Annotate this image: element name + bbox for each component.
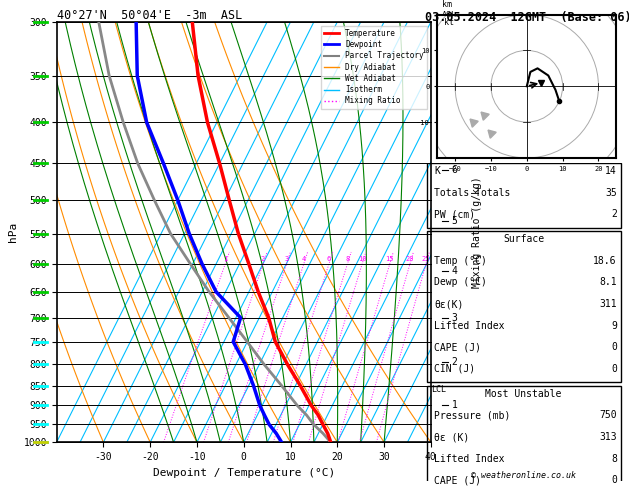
- Text: Dewp (°C): Dewp (°C): [435, 278, 487, 287]
- Text: CAPE (J): CAPE (J): [435, 342, 481, 352]
- Text: 8: 8: [611, 454, 617, 464]
- Text: 5: 5: [452, 216, 457, 226]
- Text: θε(K): θε(K): [435, 299, 464, 309]
- Text: kt: kt: [444, 18, 454, 27]
- Text: CIN (J): CIN (J): [435, 364, 476, 374]
- Text: PW (cm): PW (cm): [435, 209, 476, 219]
- Text: LCL: LCL: [431, 385, 447, 394]
- Text: θε (K): θε (K): [435, 432, 470, 442]
- Text: 10: 10: [358, 256, 367, 262]
- Text: © weatheronline.co.uk: © weatheronline.co.uk: [471, 470, 576, 480]
- Text: 25: 25: [422, 256, 430, 262]
- Text: Surface: Surface: [503, 234, 544, 244]
- Text: 15: 15: [386, 256, 394, 262]
- Bar: [426, 163, 621, 228]
- Text: 4: 4: [452, 266, 457, 276]
- Text: Lifted Index: Lifted Index: [435, 321, 505, 330]
- Text: 4: 4: [302, 256, 306, 262]
- Bar: [426, 386, 621, 486]
- Text: 1: 1: [223, 256, 227, 262]
- Text: 2: 2: [611, 209, 617, 219]
- Text: 0: 0: [611, 475, 617, 486]
- Text: 3: 3: [452, 312, 457, 323]
- Text: 313: 313: [599, 432, 617, 442]
- Text: 6: 6: [452, 165, 457, 174]
- Text: 20: 20: [406, 256, 415, 262]
- Text: 6: 6: [327, 256, 331, 262]
- Text: Temp (°C): Temp (°C): [435, 256, 487, 266]
- Text: 0: 0: [611, 364, 617, 374]
- Text: 3: 3: [284, 256, 289, 262]
- Text: 1: 1: [452, 399, 457, 410]
- Text: 18.6: 18.6: [593, 256, 617, 266]
- Text: 35: 35: [605, 188, 617, 198]
- Text: 14: 14: [605, 166, 617, 176]
- Text: 9: 9: [611, 321, 617, 330]
- Text: km
ASL: km ASL: [442, 0, 457, 20]
- Text: 8: 8: [345, 256, 350, 262]
- Text: Most Unstable: Most Unstable: [486, 389, 562, 399]
- Text: 8.1: 8.1: [599, 278, 617, 287]
- Text: Pressure (mb): Pressure (mb): [435, 411, 511, 420]
- Text: Totals Totals: Totals Totals: [435, 188, 511, 198]
- Text: 7: 7: [452, 109, 457, 120]
- Text: 2: 2: [452, 357, 457, 367]
- Text: 0: 0: [611, 342, 617, 352]
- Legend: Temperature, Dewpoint, Parcel Trajectory, Dry Adiabat, Wet Adiabat, Isotherm, Mi: Temperature, Dewpoint, Parcel Trajectory…: [321, 26, 427, 108]
- Y-axis label: hPa: hPa: [8, 222, 18, 242]
- Text: CAPE (J): CAPE (J): [435, 475, 481, 486]
- X-axis label: Dewpoint / Temperature (°C): Dewpoint / Temperature (°C): [153, 468, 335, 478]
- Text: 311: 311: [599, 299, 617, 309]
- Text: Lifted Index: Lifted Index: [435, 454, 505, 464]
- Text: K: K: [435, 166, 440, 176]
- Text: 03.05.2024  12GMT  (Base: 06): 03.05.2024 12GMT (Base: 06): [425, 11, 629, 24]
- Text: 40°27'N  50°04'E  -3m  ASL: 40°27'N 50°04'E -3m ASL: [57, 9, 242, 22]
- Text: 2: 2: [261, 256, 265, 262]
- Text: Mixing Ratio (g/kg): Mixing Ratio (g/kg): [472, 176, 482, 288]
- Text: 8: 8: [452, 51, 457, 61]
- Bar: [426, 231, 621, 382]
- Text: 750: 750: [599, 411, 617, 420]
